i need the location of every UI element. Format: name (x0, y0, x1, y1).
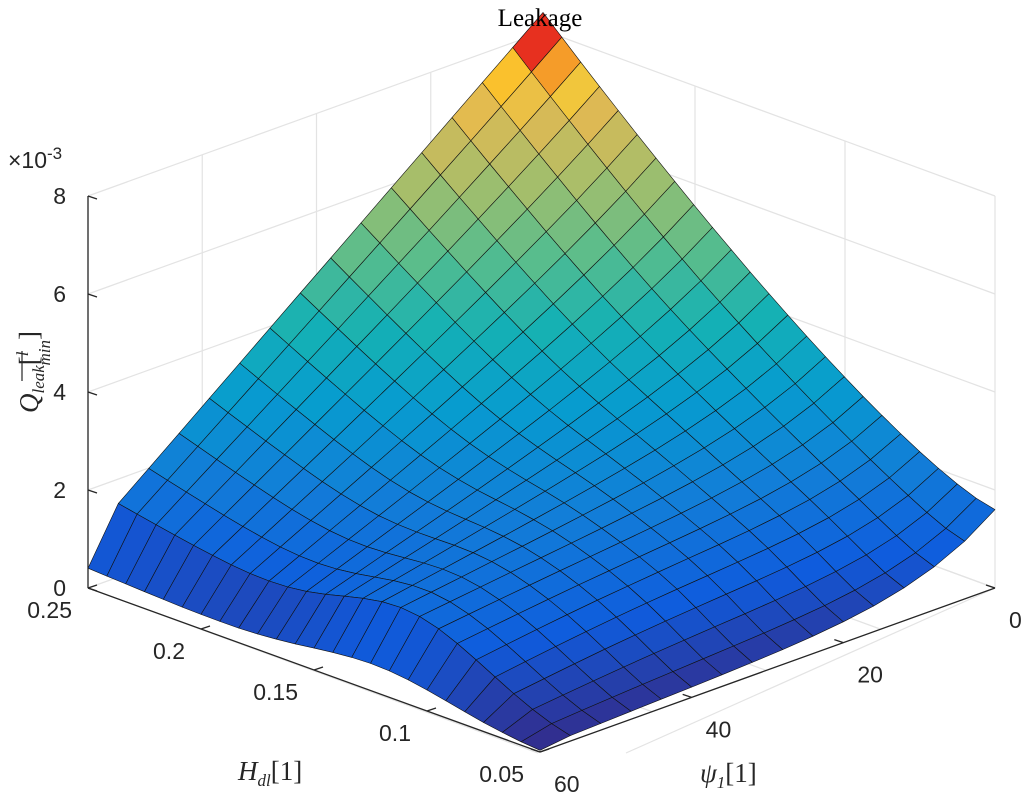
y-tick-mark (313, 666, 324, 671)
x-axis-line (539, 587, 996, 753)
x-tick-label: 40 (706, 716, 732, 742)
z-tick-label: 0 (53, 575, 66, 601)
z-tick-mark (87, 293, 98, 298)
x-tick-label: 60 (554, 771, 580, 797)
z-tick-mark (87, 587, 98, 592)
z-tick-label: 2 (53, 477, 66, 503)
y-tick-mark (200, 625, 211, 630)
y-tick-label: 0.15 (253, 679, 298, 705)
surface-facet (520, 723, 571, 751)
x-tick-label: 0 (1009, 607, 1022, 633)
chart-title: Leakage (498, 5, 583, 32)
svg-text:Qleak[lmin]: Qleak[lmin] (13, 331, 54, 413)
x-floor-gridline (625, 587, 996, 754)
x-tick-label: 20 (857, 662, 883, 688)
z-gridline (544, 30, 996, 197)
x-tick-mark (530, 748, 541, 753)
x-tick-mark (834, 639, 844, 644)
surface-mesh (87, 12, 996, 751)
z-tick-label: 8 (53, 183, 66, 209)
x-tick-mark (985, 584, 996, 589)
y-tick-label: 0.05 (479, 761, 524, 787)
z-tick-mark (87, 195, 98, 200)
z-exponent-label: ×10-3 (8, 144, 62, 173)
y-tick-mark (426, 707, 437, 712)
y-axis-label: Hdl[1] (237, 756, 302, 790)
axes-lines (87, 195, 996, 753)
y-tick-mark (539, 748, 550, 753)
x-tick-mark (682, 693, 692, 698)
y-tick-label: 0.25 (27, 597, 72, 623)
x-axis-label: ψ1[1] (700, 758, 757, 792)
z-tick-mark (87, 391, 98, 396)
z-tick-mark (87, 489, 98, 494)
z-axis-label: Qleak[lmin] (13, 331, 54, 413)
y-tick-label: 0.2 (153, 638, 185, 664)
y-tick-mark (87, 584, 98, 589)
z-tick-label: 6 (53, 281, 66, 307)
y-tick-label: 0.1 (379, 720, 411, 746)
z-tick-label: 4 (53, 379, 66, 405)
